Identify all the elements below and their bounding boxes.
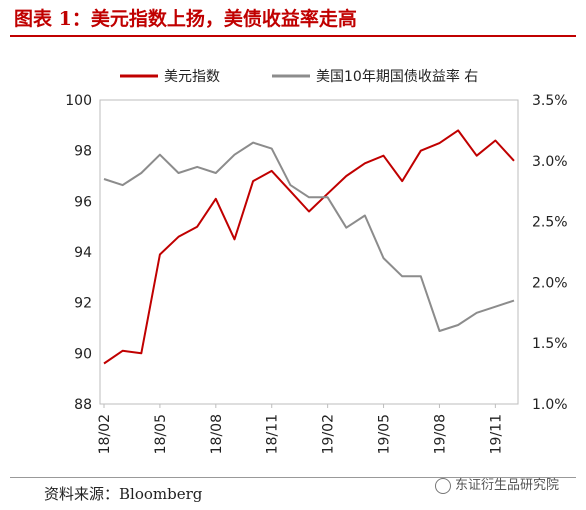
chart-legend: 美元指数 美国10年期国债收益率 右 <box>120 68 478 85</box>
right-axis: 1.0% 1.5% 2.0% 2.5% 3.0% 3.5% <box>532 93 568 413</box>
series-line-yield <box>103 141 515 332</box>
watermark-text: 东证衍生品研究院 <box>455 478 560 493</box>
left-tick-label: 100 <box>65 93 92 109</box>
right-tick-label: 2.0% <box>532 275 568 291</box>
right-tick-label: 3.0% <box>532 154 568 170</box>
x-tick-label: 19/08 <box>432 414 448 454</box>
right-tick-label: 1.5% <box>532 336 568 352</box>
x-tick-label: 18/05 <box>153 414 169 454</box>
right-tick-label: 2.5% <box>532 215 568 231</box>
series-layer <box>103 129 515 365</box>
right-tick-label: 3.5% <box>532 93 568 109</box>
left-tick-label: 94 <box>74 245 92 261</box>
left-tick-label: 92 <box>74 296 92 312</box>
title-rule <box>10 35 576 37</box>
wechat-icon <box>435 477 451 494</box>
watermark: 东证衍生品研究院 <box>435 474 559 494</box>
source-note: 资料来源：Bloomberg <box>44 485 203 503</box>
left-tick-label: 90 <box>74 346 92 362</box>
x-tick-label: 19/05 <box>377 414 393 454</box>
right-tick-label: 1.0% <box>532 397 568 413</box>
plot-area <box>99 99 519 405</box>
figure-title: 图表 1：美元指数上扬，美债收益率走高 <box>14 8 357 30</box>
legend-label-dxy: 美元指数 <box>164 69 220 85</box>
left-tick-label: 98 <box>74 144 92 160</box>
left-tick-label: 88 <box>74 397 92 413</box>
plot-border <box>99 99 519 405</box>
x-tick-label: 19/02 <box>321 414 337 454</box>
x-tick-label: 18/08 <box>209 414 225 454</box>
x-axis: 18/02 18/05 18/08 18/11 19/02 19/05 19/08 19/11 <box>97 404 504 454</box>
series-line-dxy <box>103 129 515 365</box>
x-tick-label: 19/11 <box>488 414 504 454</box>
left-tick-label: 96 <box>74 194 92 210</box>
legend-label-yield: 美国10年期国债收益率 右 <box>316 68 478 85</box>
x-tick-label: 18/02 <box>97 414 113 454</box>
left-axis: 88 90 92 94 96 98 100 <box>65 93 92 413</box>
x-tick-label: 18/11 <box>265 414 281 454</box>
source-rule <box>10 477 576 478</box>
